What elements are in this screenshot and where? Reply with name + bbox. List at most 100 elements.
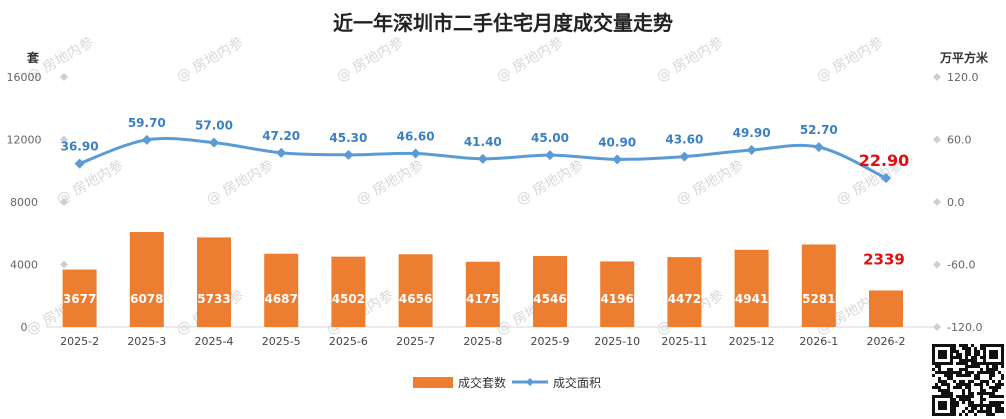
qr-module — [968, 371, 971, 374]
qr-module — [980, 383, 983, 386]
watermark-text: @ 房地内参 — [334, 34, 407, 86]
qr-module — [974, 404, 977, 407]
qr-module — [986, 392, 989, 395]
line-value-label: 40.90 — [598, 135, 636, 149]
qr-module — [938, 377, 941, 380]
qr-module — [938, 365, 941, 368]
left-axis-unit: 套 — [26, 50, 40, 65]
qr-module — [950, 392, 953, 395]
qr-module — [938, 380, 941, 383]
qr-module — [980, 389, 983, 392]
qr-module — [971, 365, 974, 368]
bar — [398, 254, 433, 327]
qr-module — [968, 374, 971, 377]
qr-module — [956, 356, 959, 359]
qr-module — [998, 404, 1001, 407]
qr-module — [995, 365, 998, 368]
qr-module — [962, 395, 965, 398]
qr-module — [953, 407, 956, 410]
bar-series: 3677 6078 5733 4687 4502 4656 4175 4546 4196 4472… — [62, 232, 905, 327]
qr-module — [932, 368, 935, 371]
qr-finder-outer — [932, 344, 953, 365]
line-point — [746, 145, 757, 156]
bar-value-label-highlight: 2339 — [863, 250, 905, 268]
qr-module — [938, 386, 941, 389]
right-y-tick-marker — [933, 260, 941, 269]
qr-module — [980, 395, 983, 398]
qr-module — [998, 407, 1001, 410]
qr-module — [995, 389, 998, 392]
qr-module — [938, 389, 941, 392]
line-point — [276, 147, 287, 158]
line-value-label: 57.00 — [195, 119, 233, 133]
left-y-tick-label: 12000 — [7, 134, 42, 147]
left-y-tick-marker — [60, 135, 68, 144]
qr-module — [992, 392, 995, 395]
qr-module — [971, 401, 974, 404]
qr-module — [992, 389, 995, 392]
qr-module — [959, 380, 962, 383]
qr-module — [977, 350, 980, 353]
qr-module — [956, 374, 959, 377]
x-tick-label: 2025-11 — [661, 335, 707, 348]
bar — [264, 253, 299, 327]
qr-module — [965, 374, 968, 377]
qr-module — [974, 413, 977, 416]
qr-module — [953, 401, 956, 404]
qr-module — [989, 410, 992, 413]
qr-module — [953, 371, 956, 374]
qr-module — [947, 389, 950, 392]
bar-value-label: 4196 — [600, 292, 633, 306]
qr-module — [941, 389, 944, 392]
x-tick-label: 2025-4 — [195, 335, 234, 348]
right-y-tick-label: 120.0 — [947, 71, 979, 84]
qr-module — [962, 401, 965, 404]
qr-module — [995, 401, 998, 404]
qr-module — [959, 353, 962, 356]
qr-module — [992, 368, 995, 371]
bar-value-label: 4687 — [264, 292, 297, 306]
right-y-tick-label: 60.0 — [947, 134, 972, 147]
qr-module — [956, 353, 959, 356]
qr-module — [986, 404, 989, 407]
x-tick-label: 2025-2 — [60, 335, 99, 348]
qr-module — [953, 404, 956, 407]
qr-module — [980, 347, 983, 350]
qr-module — [992, 404, 995, 407]
qr-module — [992, 395, 995, 398]
qr-module — [998, 380, 1001, 383]
qr-module — [956, 362, 959, 365]
watermark-text: @ 房地内参 — [174, 34, 247, 86]
qr-module — [938, 371, 941, 374]
qr-module — [941, 380, 944, 383]
qr-module — [989, 386, 992, 389]
bar-value-label: 4941 — [735, 292, 768, 306]
qr-module — [995, 407, 998, 410]
qr-module — [980, 410, 983, 413]
qr-module — [956, 395, 959, 398]
watermark-text: @ 房地内参 — [514, 157, 587, 209]
qr-module — [992, 365, 995, 368]
left-y-tick-label: 8000 — [10, 196, 38, 209]
left-y-tick-marker — [60, 260, 68, 269]
watermark-text: @ 房地内参 — [494, 34, 567, 86]
x-tick-label: 2026-1 — [799, 335, 838, 348]
qr-module — [965, 413, 968, 416]
qr-module — [971, 344, 974, 347]
qr-module — [980, 404, 983, 407]
qr-module — [983, 392, 986, 395]
chart-title: 近一年深圳市二手住宅月度成交量走势 — [333, 11, 673, 35]
qr-module — [953, 398, 956, 401]
watermark-text: @ 房地内参 — [654, 34, 727, 86]
left-y-axis: 0 4000 8000 12000 16000 — [7, 71, 68, 334]
qr-finder-outer — [932, 395, 953, 416]
qr-module — [941, 371, 944, 374]
left-y-tick-label: 16000 — [7, 71, 42, 84]
qr-module — [998, 410, 1001, 413]
bar — [533, 255, 567, 327]
qr-module — [986, 371, 989, 374]
qr-module — [971, 395, 974, 398]
qr-module — [950, 374, 953, 377]
qr-module — [974, 347, 977, 350]
qr-module — [935, 371, 938, 374]
